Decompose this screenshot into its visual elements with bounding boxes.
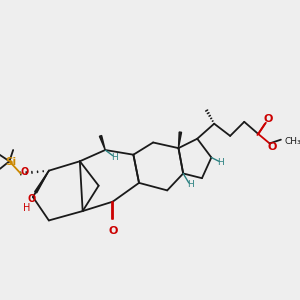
- Text: O: O: [28, 194, 36, 204]
- Text: CH₃: CH₃: [285, 137, 300, 146]
- Text: H: H: [218, 158, 224, 167]
- Text: Si: Si: [5, 157, 16, 167]
- Text: O: O: [264, 114, 273, 124]
- Text: O: O: [268, 142, 277, 152]
- Polygon shape: [99, 136, 105, 150]
- Text: O: O: [20, 167, 28, 177]
- Polygon shape: [178, 132, 182, 148]
- Text: H: H: [187, 180, 194, 189]
- Text: O: O: [108, 226, 117, 236]
- Text: H: H: [22, 203, 30, 213]
- Text: H: H: [111, 153, 118, 162]
- Polygon shape: [35, 171, 49, 193]
